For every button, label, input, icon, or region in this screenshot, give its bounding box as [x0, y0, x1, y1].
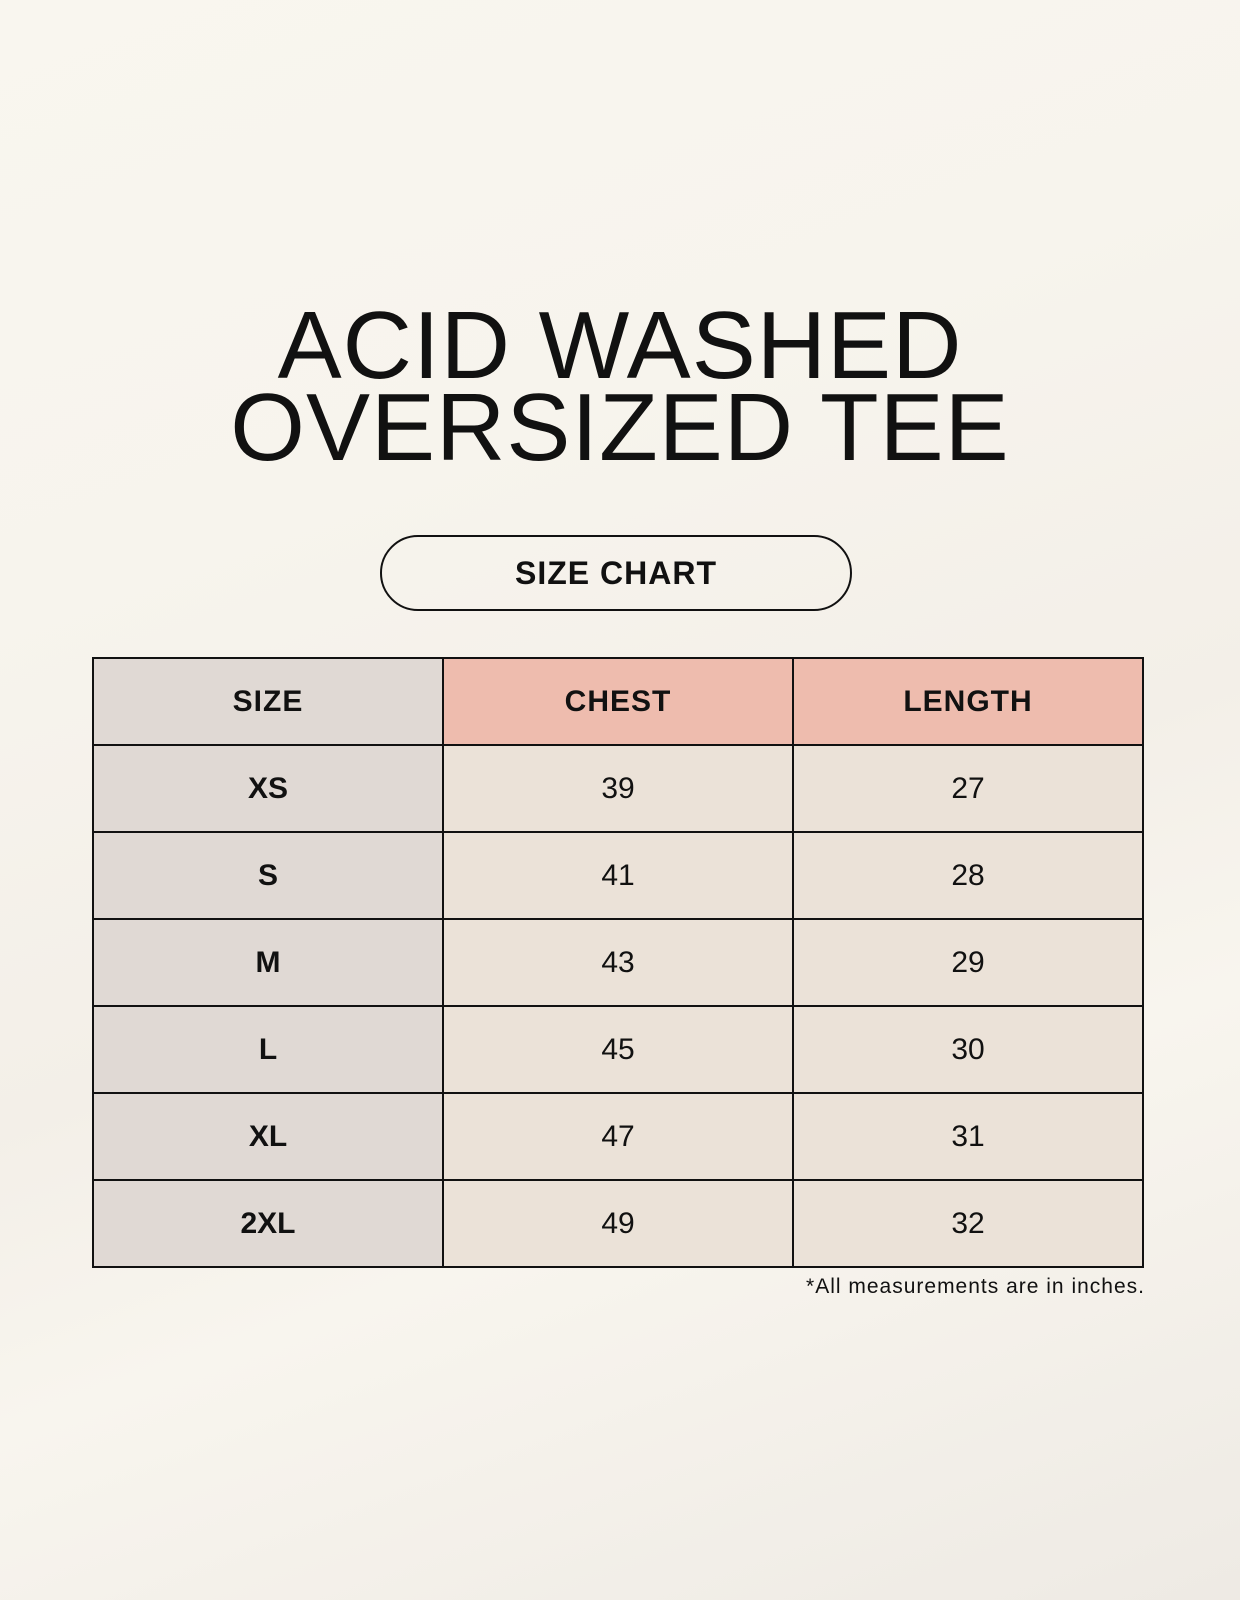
size-chart-label: SIZE CHART	[380, 535, 852, 611]
table-row: M 43 29	[92, 918, 1144, 1007]
header-chest: CHEST	[442, 657, 794, 746]
table-row: S 41 28	[92, 831, 1144, 920]
size-cell: M	[92, 918, 444, 1007]
title-line-2: OVERSIZED TEE	[230, 374, 1010, 481]
table-row: L 45 30	[92, 1005, 1144, 1094]
length-cell: 32	[792, 1179, 1144, 1268]
table-header-row: SIZE CHEST LENGTH	[92, 657, 1144, 746]
chest-cell: 39	[442, 744, 794, 833]
size-cell: S	[92, 831, 444, 920]
size-cell: 2XL	[92, 1179, 444, 1268]
chest-cell: 41	[442, 831, 794, 920]
length-cell: 30	[792, 1005, 1144, 1094]
table-row: 2XL 49 32	[92, 1179, 1144, 1268]
table-row: XS 39 27	[92, 744, 1144, 833]
size-cell: L	[92, 1005, 444, 1094]
length-cell: 29	[792, 918, 1144, 1007]
length-cell: 31	[792, 1092, 1144, 1181]
title-line-1: ACID WASHED	[277, 292, 963, 399]
chest-cell: 49	[442, 1179, 794, 1268]
chest-cell: 47	[442, 1092, 794, 1181]
header-size: SIZE	[92, 657, 444, 746]
header-length: LENGTH	[792, 657, 1144, 746]
chest-cell: 43	[442, 918, 794, 1007]
size-cell: XS	[92, 744, 444, 833]
table-row: XL 47 31	[92, 1092, 1144, 1181]
size-table: SIZE CHEST LENGTH XS 39 27 S 41 28 M 43 …	[92, 657, 1144, 1268]
measurement-footnote: *All measurements are in inches.	[806, 1275, 1145, 1298]
chest-cell: 45	[442, 1005, 794, 1094]
page-title: ACID WASHED OVERSIZED TEE	[0, 292, 1240, 481]
size-cell: XL	[92, 1092, 444, 1181]
length-cell: 28	[792, 831, 1144, 920]
length-cell: 27	[792, 744, 1144, 833]
